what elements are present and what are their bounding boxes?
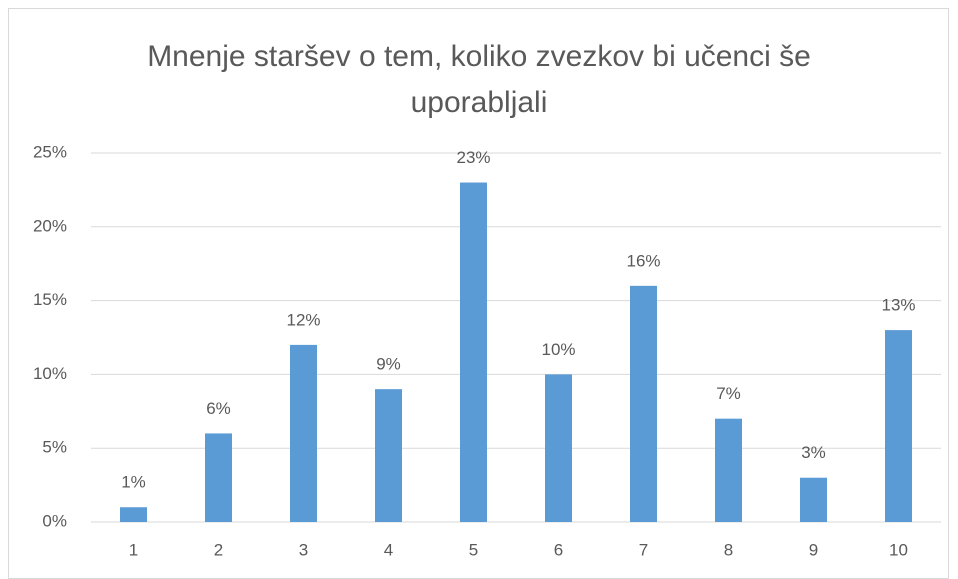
- bar: [885, 330, 912, 522]
- bar: [205, 433, 232, 522]
- bar: [800, 477, 827, 522]
- data-label: 1%: [121, 473, 146, 492]
- x-tick-label: 10: [889, 540, 908, 559]
- bar: [545, 374, 572, 522]
- chart-title: Mnenje staršev o tem, koliko zvezkov bi …: [147, 40, 811, 119]
- y-tick-label: 5%: [42, 438, 67, 457]
- bar: [120, 507, 147, 522]
- x-tick-label: 2: [214, 540, 223, 559]
- x-tick-label: 9: [809, 540, 818, 559]
- data-label: 13%: [881, 296, 915, 315]
- x-tick-label: 8: [724, 540, 733, 559]
- x-tick-label: 5: [469, 540, 478, 559]
- data-label: 12%: [286, 310, 320, 329]
- data-label: 7%: [716, 384, 741, 403]
- bar: [375, 389, 402, 522]
- bar: [460, 182, 487, 522]
- x-tick-label: 4: [384, 540, 393, 559]
- data-label: 16%: [626, 251, 660, 270]
- bar: [630, 285, 657, 522]
- y-tick-label: 20%: [33, 216, 67, 235]
- y-tick-label: 15%: [33, 290, 67, 309]
- data-label: 9%: [376, 355, 401, 374]
- y-tick-label: 10%: [33, 364, 67, 383]
- y-tick-label: 0%: [42, 511, 67, 530]
- data-label: 10%: [541, 340, 575, 359]
- data-label: 23%: [456, 148, 490, 167]
- data-label: 3%: [801, 443, 826, 462]
- x-tick-label: 6: [554, 540, 563, 559]
- x-tick-label: 3: [299, 540, 308, 559]
- data-label: 6%: [206, 399, 231, 418]
- bar: [715, 418, 742, 522]
- x-tick-label: 1: [129, 540, 138, 559]
- x-tick-label: 7: [639, 540, 648, 559]
- y-tick-label: 25%: [33, 142, 67, 161]
- bar: [290, 344, 317, 522]
